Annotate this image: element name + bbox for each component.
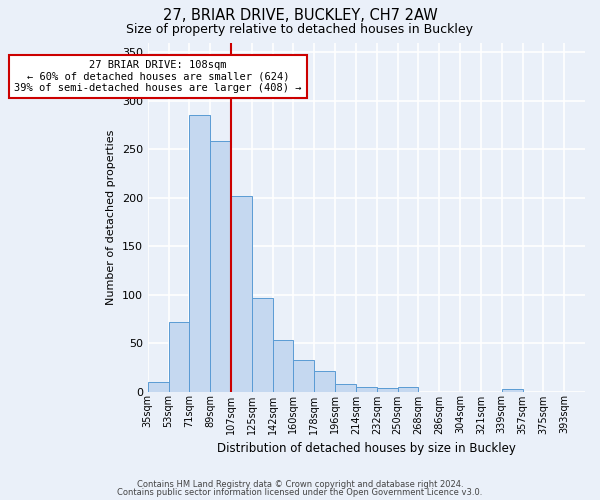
Text: Contains public sector information licensed under the Open Government Licence v3: Contains public sector information licen… [118, 488, 482, 497]
X-axis label: Distribution of detached houses by size in Buckley: Distribution of detached houses by size … [217, 442, 516, 455]
Bar [210, 142, 231, 392]
Text: Size of property relative to detached houses in Buckley: Size of property relative to detached ho… [127, 22, 473, 36]
Bar [502, 388, 523, 392]
Bar [377, 388, 398, 392]
Bar [335, 384, 356, 392]
Y-axis label: Number of detached properties: Number of detached properties [106, 130, 116, 304]
Text: 27, BRIAR DRIVE, BUCKLEY, CH7 2AW: 27, BRIAR DRIVE, BUCKLEY, CH7 2AW [163, 8, 437, 22]
Bar [293, 360, 314, 392]
Bar [148, 382, 169, 392]
Bar [231, 196, 252, 392]
Text: 27 BRIAR DRIVE: 108sqm
← 60% of detached houses are smaller (624)
39% of semi-de: 27 BRIAR DRIVE: 108sqm ← 60% of detached… [14, 60, 302, 93]
Bar [190, 115, 210, 392]
Bar [356, 386, 377, 392]
Bar [398, 386, 418, 392]
Text: Contains HM Land Registry data © Crown copyright and database right 2024.: Contains HM Land Registry data © Crown c… [137, 480, 463, 489]
Bar [169, 322, 190, 392]
Bar [272, 340, 293, 392]
Bar [314, 371, 335, 392]
Bar [252, 298, 272, 392]
